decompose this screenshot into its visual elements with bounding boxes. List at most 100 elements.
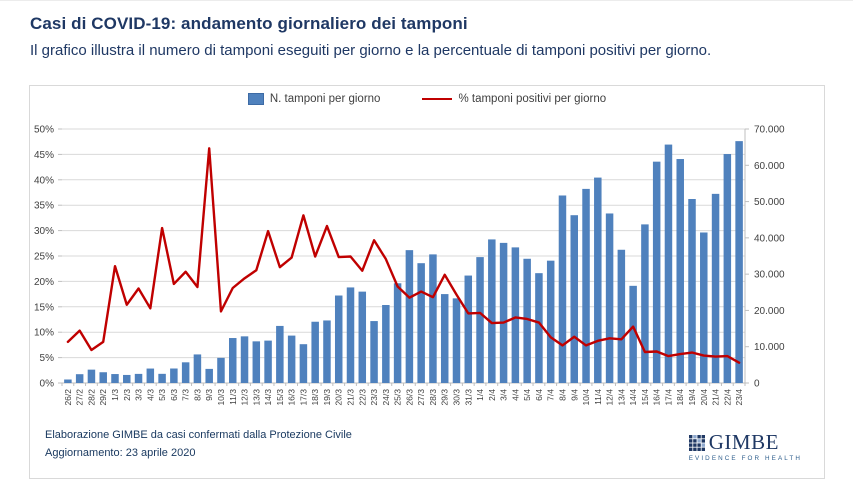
bar bbox=[429, 254, 437, 383]
x-axis-tick-label: 7/4 bbox=[546, 389, 556, 401]
bar bbox=[87, 369, 96, 383]
bars-series bbox=[64, 141, 743, 383]
bar bbox=[134, 373, 143, 383]
x-axis-tick-label: 19/4 bbox=[687, 389, 697, 406]
bar bbox=[193, 354, 202, 383]
page-header: Casi di COVID-19: andamento giornaliero … bbox=[30, 14, 830, 59]
x-axis-tick-label: 3/3 bbox=[134, 389, 144, 401]
x-axis-tick-label: 9/4 bbox=[569, 389, 579, 401]
bar bbox=[158, 373, 166, 383]
tests-positivity-combo-chart: 0% 5% 10% 15% 20% 25% 30% 35% 40% 45% 50% 0 10.000 20… bbox=[34, 125, 785, 406]
right-axis-tick-label: 0 bbox=[754, 379, 760, 390]
x-axis-tick-label: 15/4 bbox=[640, 389, 650, 406]
chart-footer: Elaborazione GIMBE da casi confermati da… bbox=[45, 426, 352, 462]
x-axis-tick-label: 2/4 bbox=[487, 389, 497, 401]
x-axis-tick-label: 6/4 bbox=[534, 389, 544, 401]
x-axis-tick-label: 27/2 bbox=[75, 389, 85, 406]
gimbe-logo: GIMBE EVIDENCE FOR HEALTH bbox=[688, 430, 802, 462]
bar bbox=[476, 257, 484, 383]
left-axis-tick-label: 40% bbox=[34, 175, 54, 186]
gimbe-logo-text: GIMBE bbox=[708, 430, 779, 454]
x-axis-tick-label: 23/3 bbox=[369, 389, 379, 406]
x-axis-tick-label: 17/4 bbox=[663, 389, 673, 406]
bar bbox=[617, 249, 626, 383]
gimbe-logo-checker-icon bbox=[688, 434, 705, 451]
bar bbox=[570, 215, 578, 383]
source-note: Elaborazione GIMBE da casi confermati da… bbox=[45, 428, 352, 441]
gridlines bbox=[62, 128, 745, 384]
x-axis-tick-label: 8/3 bbox=[192, 389, 202, 401]
bar bbox=[252, 341, 261, 383]
bar bbox=[264, 340, 272, 383]
x-axis-tick-label: 1/3 bbox=[110, 389, 120, 401]
bar bbox=[229, 338, 237, 383]
line-swatch-icon bbox=[422, 98, 453, 100]
x-axis-tick-label: 2/3 bbox=[122, 389, 132, 401]
page-title: Casi di COVID-19: andamento giornaliero … bbox=[30, 14, 468, 33]
bar bbox=[511, 247, 520, 383]
bar bbox=[111, 374, 119, 383]
bar bbox=[287, 335, 296, 383]
x-axis-tick-label: 9/3 bbox=[204, 389, 214, 401]
x-axis-tick-label: 10/4 bbox=[581, 389, 591, 406]
bar bbox=[499, 242, 508, 383]
x-axis-tick-label: 18/4 bbox=[675, 389, 685, 406]
bar bbox=[464, 275, 473, 383]
bar bbox=[582, 188, 590, 383]
x-axis-tick-label: 1/4 bbox=[475, 389, 485, 401]
x-axis-tick-label: 12/3 bbox=[240, 389, 250, 406]
legend-label-tests: N. tamponi per giorno bbox=[269, 93, 381, 105]
bar bbox=[452, 298, 461, 383]
bar bbox=[594, 177, 602, 383]
x-axis-tick-label: 31/3 bbox=[463, 389, 473, 406]
page-subtitle: Il grafico illustra il numero di tamponi… bbox=[30, 42, 712, 59]
x-axis-tick-label: 30/3 bbox=[451, 389, 461, 406]
x-axis-tick-label: 20/4 bbox=[699, 389, 709, 406]
x-axis-tick-label: 6/3 bbox=[169, 389, 179, 401]
bar bbox=[75, 374, 84, 383]
bar bbox=[535, 273, 543, 383]
legend-label-positivity: % tamponi positivi per giorno bbox=[458, 93, 607, 105]
left-axis-tick-label: 15% bbox=[34, 302, 54, 313]
x-axis-tick-label: 14/4 bbox=[628, 389, 638, 406]
bar bbox=[311, 321, 319, 383]
x-axis-tick-label: 27/3 bbox=[416, 389, 426, 406]
left-axis-tick-label: 10% bbox=[34, 328, 54, 339]
gimbe-logo-tagline: EVIDENCE FOR HEALTH bbox=[688, 455, 802, 462]
x-axis-tick-label: 4/3 bbox=[145, 389, 155, 401]
bar bbox=[641, 224, 649, 383]
x-axis-tick-label: 26/3 bbox=[404, 389, 414, 406]
bar bbox=[99, 372, 107, 383]
x-axis-tick-label: 13/4 bbox=[616, 389, 626, 406]
bar bbox=[711, 193, 720, 383]
left-axis-tick-label: 20% bbox=[34, 277, 54, 288]
bar bbox=[523, 258, 531, 383]
x-axis-labels: 26/2 27/2 28/2 29/2 1/3 2/3 3/3 4/3 5/3 6/3 7/3 8/3… bbox=[63, 389, 744, 406]
x-axis-tick-label: 28/2 bbox=[86, 389, 96, 406]
left-axis-tick-label: 35% bbox=[34, 201, 54, 212]
x-axis-tick-label: 3/4 bbox=[499, 389, 509, 401]
x-axis-tick-label: 16/4 bbox=[652, 389, 662, 406]
left-axis-tick-label: 5% bbox=[40, 353, 55, 364]
x-axis-tick-label: 13/3 bbox=[251, 389, 261, 406]
left-axis-tick-label: 50% bbox=[34, 125, 54, 136]
right-axis-tick-label: 60.000 bbox=[754, 161, 785, 172]
bar-swatch-icon bbox=[247, 93, 264, 105]
update-note: Aggiornamento: 23 aprile 2020 bbox=[45, 446, 196, 459]
right-axis-labels: 0 10.000 20.000 30.000 40.000 50.000 60.000 70.… bbox=[754, 125, 785, 390]
x-axis-tick-label: 8/4 bbox=[557, 389, 567, 401]
bar bbox=[170, 368, 178, 383]
x-axis-tick-label: 14/3 bbox=[263, 389, 273, 406]
x-axis-tick-label: 25/3 bbox=[393, 389, 403, 406]
bar bbox=[417, 263, 425, 383]
right-axis-tick-label: 50.000 bbox=[754, 197, 785, 208]
bar bbox=[546, 260, 555, 383]
bar bbox=[700, 232, 708, 383]
positivity-line bbox=[66, 147, 741, 364]
left-axis-tick-label: 0% bbox=[40, 379, 55, 390]
bar bbox=[664, 144, 673, 383]
bar bbox=[217, 357, 225, 383]
x-axis-tick-label: 29/2 bbox=[98, 389, 108, 406]
x-axis-tick-label: 7/3 bbox=[181, 389, 191, 401]
bar bbox=[688, 199, 696, 383]
